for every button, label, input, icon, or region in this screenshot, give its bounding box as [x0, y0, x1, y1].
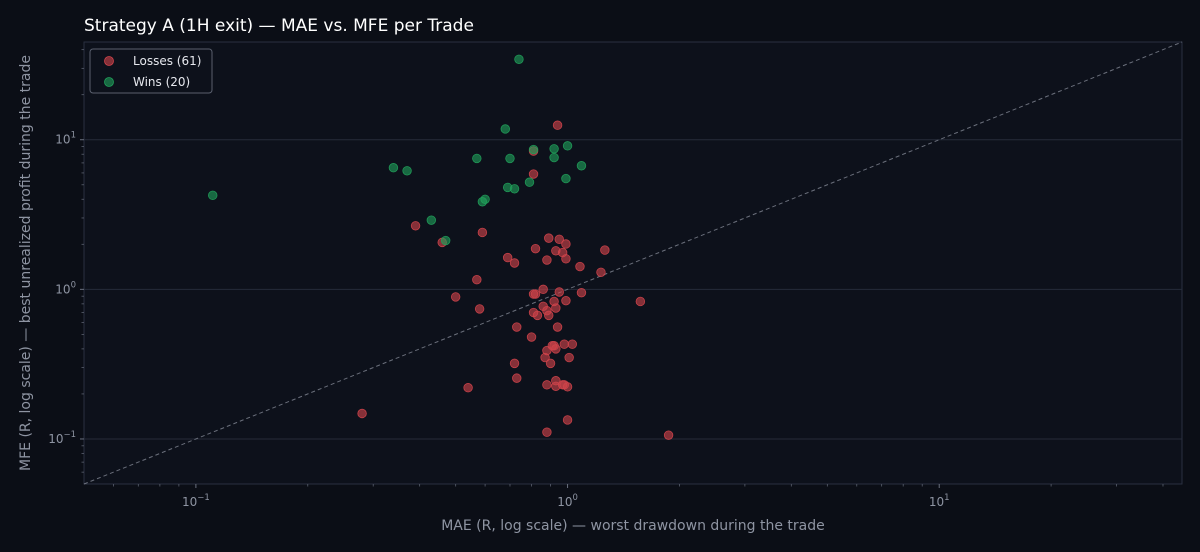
- win-point: [528, 144, 539, 155]
- y-tick-label: 101: [55, 131, 76, 147]
- loss-point: [532, 310, 543, 321]
- loss-point: [544, 233, 554, 243]
- loss-point: [526, 332, 537, 342]
- loss-point: [596, 267, 606, 277]
- legend: Losses (61) Wins (20): [89, 48, 213, 94]
- ticks-layer: 10−1 100 101 10−1 100 101: [48, 49, 1164, 509]
- win-point: [561, 173, 571, 184]
- x-tick-label: 101: [929, 493, 950, 509]
- loss-point: [477, 227, 488, 238]
- legend-marker-wins: [104, 77, 114, 87]
- series-wins: [208, 54, 587, 246]
- win-point: [524, 177, 535, 187]
- diagonal-reference-line: [83, 41, 1183, 485]
- win-point: [505, 153, 515, 164]
- x-axis-label: MAE (R, log scale) — worst drawdown duri…: [441, 518, 825, 534]
- loss-point: [542, 427, 552, 437]
- loss-point: [509, 358, 520, 369]
- loss-point: [528, 169, 539, 179]
- win-point: [388, 163, 399, 173]
- legend-label-losses: Losses (61): [133, 54, 201, 68]
- loss-point: [561, 239, 571, 249]
- loss-point: [357, 408, 367, 419]
- loss-point: [544, 310, 554, 321]
- loss-point: [512, 322, 522, 332]
- loss-point: [538, 284, 548, 295]
- loss-point: [559, 339, 569, 349]
- legend-box: [89, 48, 213, 94]
- loss-point: [540, 352, 550, 363]
- x-tick-label: 10−1: [182, 493, 210, 509]
- loss-point: [554, 287, 564, 297]
- win-point: [576, 161, 587, 171]
- loss-point: [530, 243, 541, 254]
- win-point: [426, 215, 437, 225]
- loss-point: [635, 296, 646, 307]
- loss-point: [551, 303, 561, 313]
- win-point: [549, 144, 559, 154]
- chart-title: Strategy A (1H exit) — MAE vs. MFE per T…: [84, 16, 474, 36]
- loss-point: [509, 258, 520, 268]
- loss-point: [512, 373, 522, 383]
- loss-point: [561, 295, 571, 306]
- series-losses: [357, 120, 674, 440]
- loss-point: [552, 120, 563, 130]
- loss-point: [542, 255, 552, 265]
- points-layer: [208, 54, 674, 440]
- loss-point: [567, 339, 578, 349]
- grid-layer: [84, 139, 1182, 440]
- win-point: [509, 184, 520, 194]
- y-axis-label: MFE (R, log scale) — best unrealized pro…: [18, 55, 34, 471]
- y-tick-label: 10−1: [48, 430, 76, 446]
- win-point: [440, 235, 451, 246]
- legend-label-wins: Wins (20): [133, 75, 190, 89]
- loss-point: [554, 234, 564, 245]
- win-point: [562, 141, 573, 151]
- loss-point: [545, 358, 556, 369]
- loss-point: [450, 292, 461, 302]
- loss-point: [472, 275, 482, 285]
- loss-point: [575, 261, 585, 272]
- x-tick-label: 100: [557, 493, 578, 509]
- loss-point: [576, 287, 587, 298]
- win-point: [477, 197, 488, 207]
- loss-point: [542, 380, 552, 390]
- loss-point: [562, 415, 573, 425]
- loss-point: [561, 254, 571, 264]
- loss-point: [663, 430, 674, 440]
- loss-point: [552, 322, 563, 332]
- y-tick-label: 100: [55, 280, 76, 296]
- loss-point: [600, 245, 610, 255]
- win-point: [208, 190, 218, 201]
- win-point: [472, 153, 482, 164]
- legend-marker-losses: [104, 56, 114, 66]
- loss-point: [530, 289, 541, 299]
- loss-point: [559, 380, 569, 390]
- loss-point: [463, 383, 473, 393]
- loss-point: [410, 221, 421, 231]
- loss-point: [547, 341, 558, 351]
- loss-point: [474, 304, 485, 314]
- win-point: [549, 152, 559, 163]
- win-point: [402, 166, 412, 176]
- loss-point: [502, 252, 513, 263]
- win-point: [500, 124, 511, 134]
- loss-point: [564, 352, 574, 363]
- win-point: [514, 54, 524, 64]
